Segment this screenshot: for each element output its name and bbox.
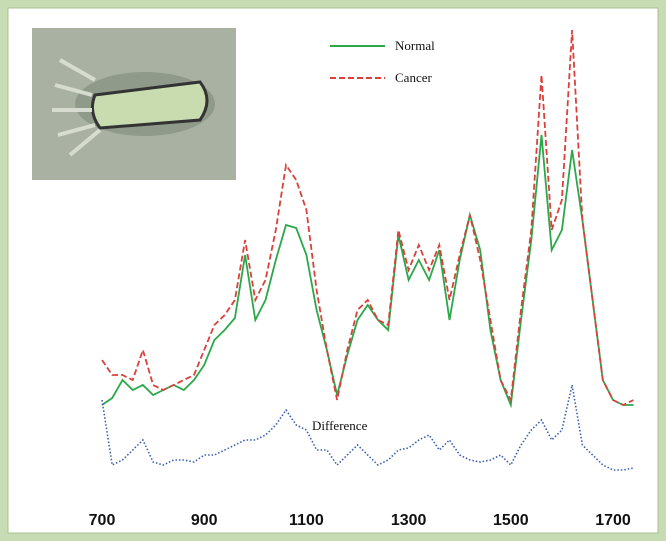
series-line (101, 29, 634, 407)
x-tick-label: 900 (191, 512, 218, 529)
cell-image (32, 28, 236, 180)
series-line (101, 384, 634, 471)
legend-label: Normal (395, 38, 435, 53)
x-tick-label: 700 (89, 512, 116, 529)
series-annotation: Difference (312, 418, 368, 433)
x-tick-label: 1300 (391, 512, 427, 529)
x-tick-label: 1700 (595, 512, 631, 529)
series-line (101, 134, 634, 409)
x-tick-label: 1500 (493, 512, 529, 529)
legend-label: Cancer (395, 70, 432, 85)
x-tick-label: 1100 (289, 512, 324, 529)
